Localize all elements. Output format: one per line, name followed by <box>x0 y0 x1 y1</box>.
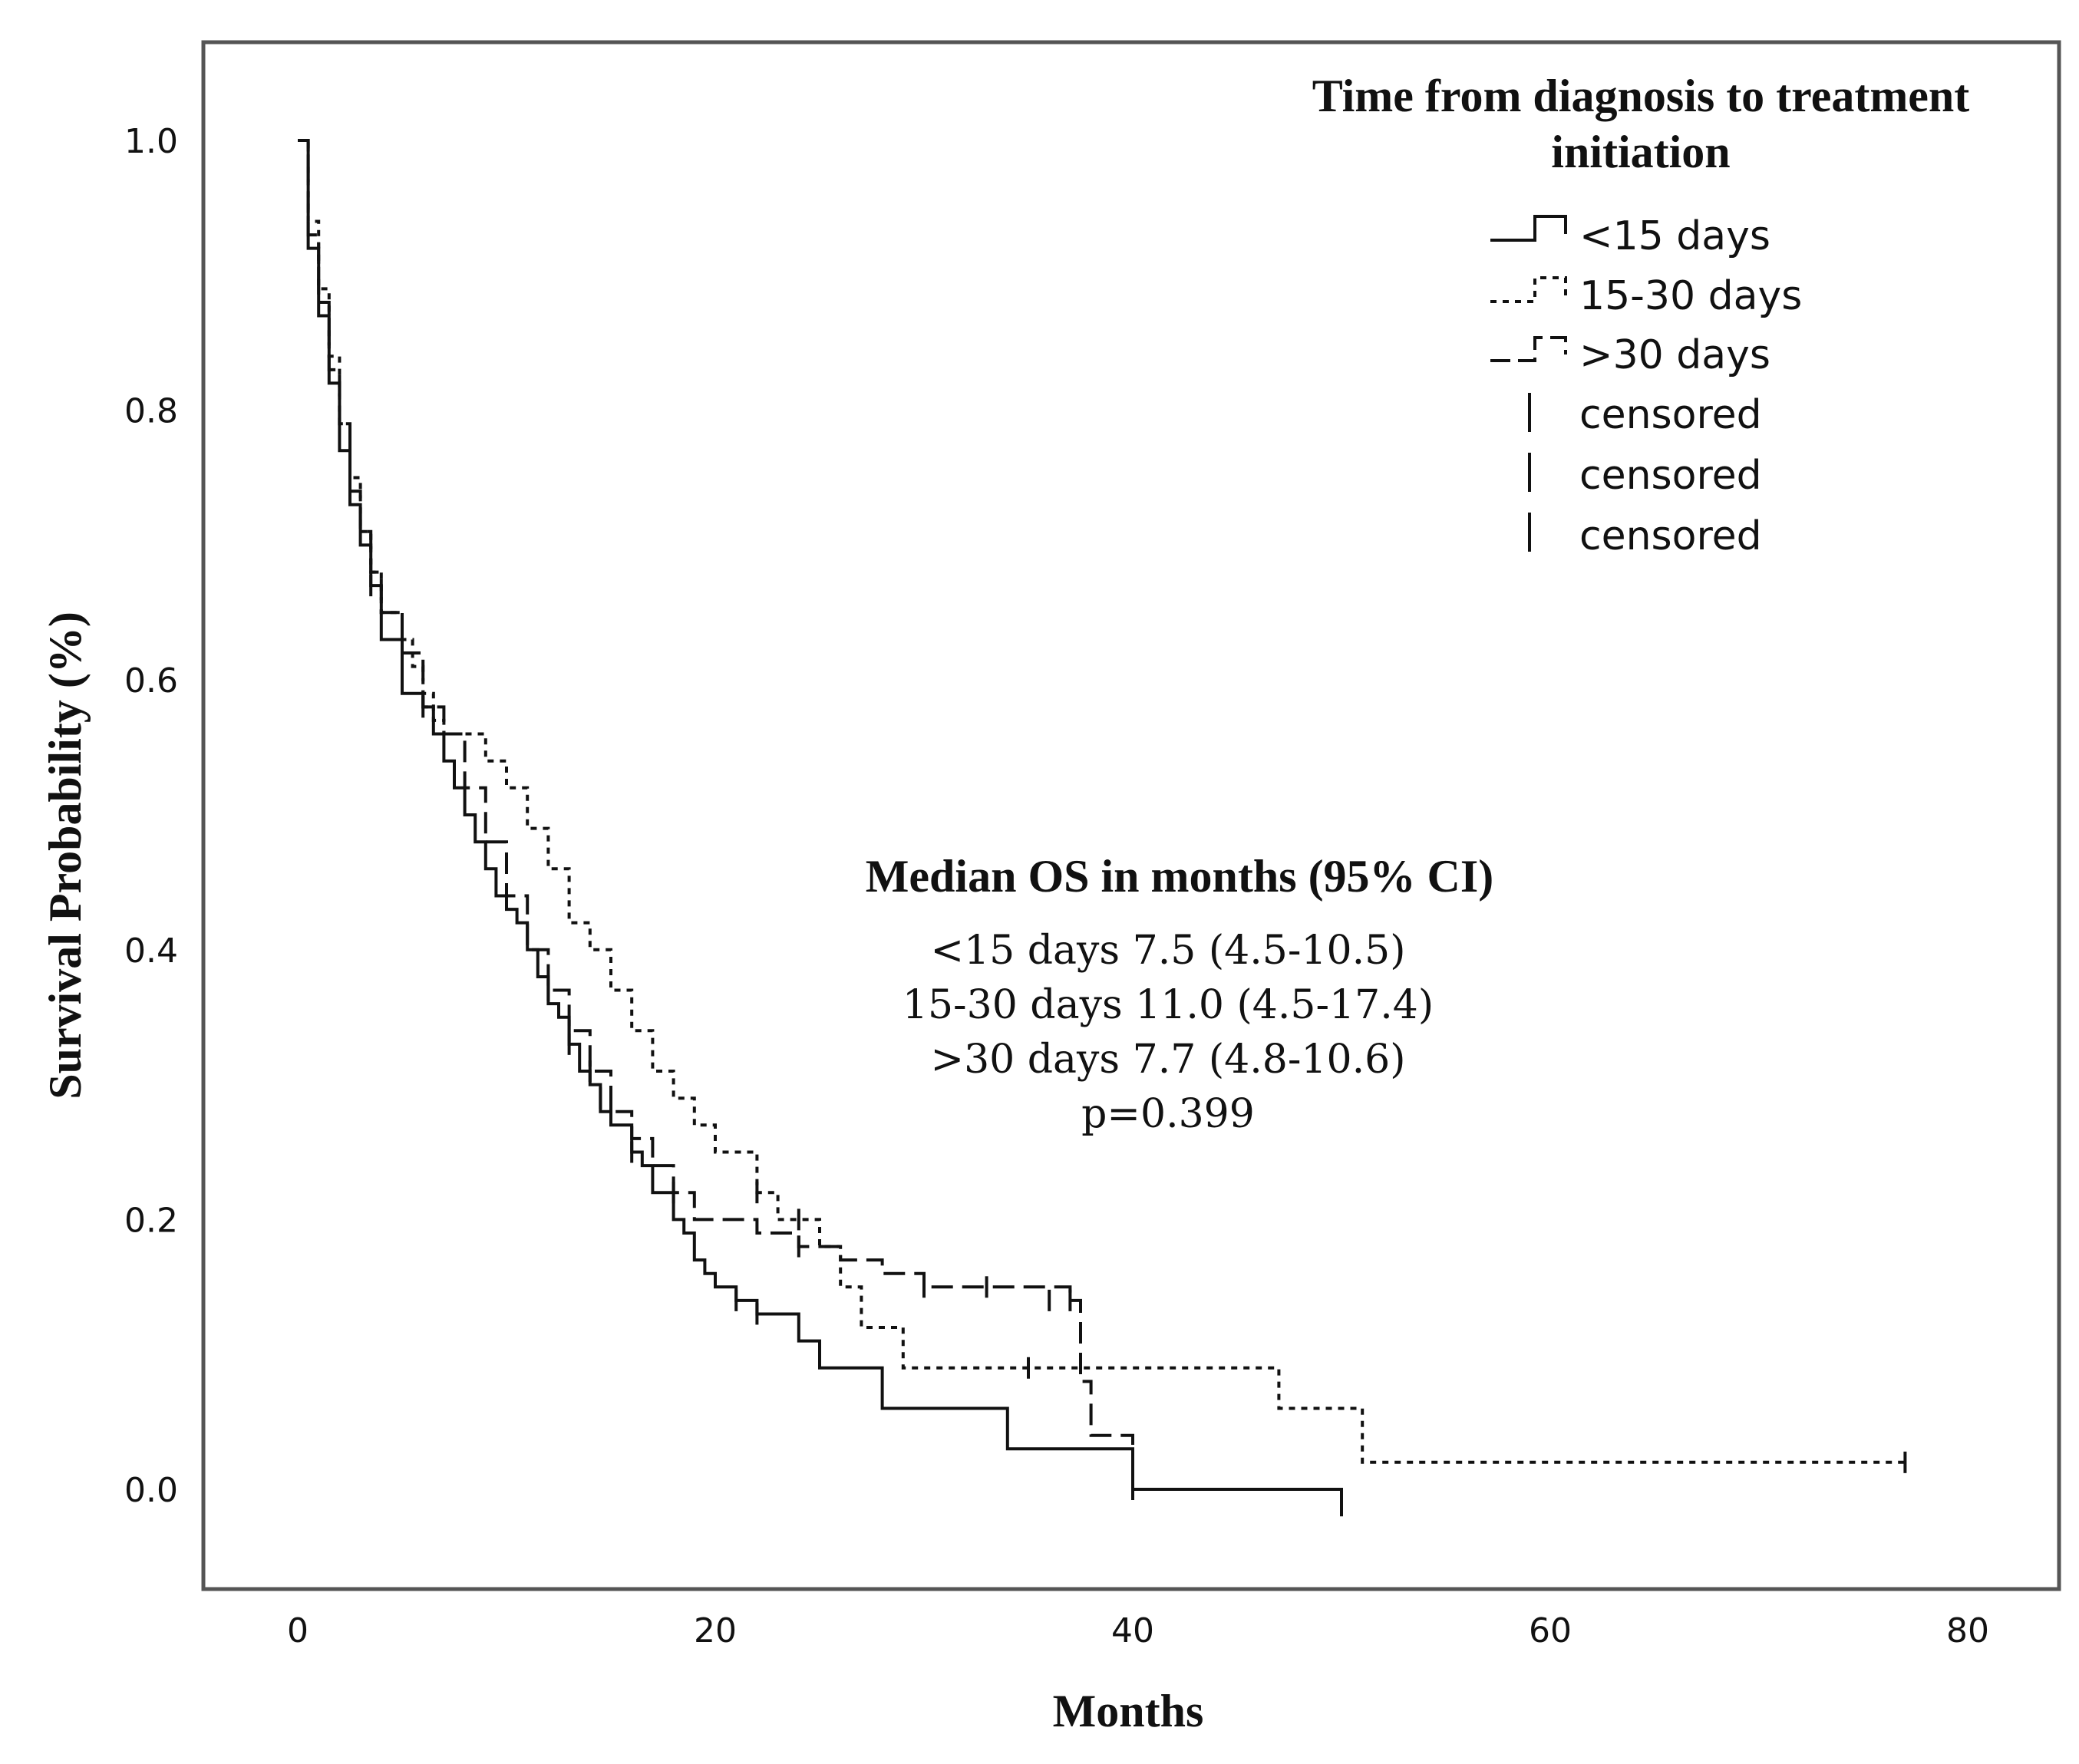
y-axis-title: Survival Probability (%) <box>40 612 91 1100</box>
legend-label-15-30: 15-30 days <box>1579 273 1802 319</box>
series-line-2 <box>298 139 1134 1449</box>
censor-marks <box>369 575 1907 1500</box>
y-tick-labels: 0.0 0.2 0.4 0.6 0.8 1.0 <box>124 122 178 1510</box>
legend-label-censored-1: censored <box>1579 392 1762 438</box>
y-tick-label: 0.2 <box>124 1201 178 1240</box>
x-tick-label: 0 <box>287 1611 309 1650</box>
y-tick-label: 0.4 <box>124 931 178 971</box>
legend-label-gt30: >30 days <box>1579 332 1770 378</box>
annotation-p-value: p=0.399 <box>1081 1091 1255 1137</box>
annotation-line-gt30: >30 days 7.7 (4.8-10.6) <box>931 1037 1406 1083</box>
legend-swatch-15-30 <box>1490 276 1567 303</box>
survival-curves <box>298 139 1906 1517</box>
legend-label-lt15: <15 days <box>1579 213 1770 259</box>
y-tick-label: 0.6 <box>124 661 178 701</box>
annotation-title: Median OS in months (95% CI) <box>866 851 1493 902</box>
plot-frame <box>201 40 2061 1591</box>
annotation-line-lt15: <15 days 7.5 (4.5-10.5) <box>931 928 1406 974</box>
y-tick-label: 0.8 <box>124 392 178 431</box>
median-os-annotation: Median OS in months (95% CI) <15 days 7.… <box>866 851 1493 1137</box>
legend-label-censored-3: censored <box>1579 513 1762 559</box>
x-tick-label: 40 <box>1111 1611 1154 1650</box>
x-tick-labels: 0 20 40 60 80 <box>287 1611 1989 1650</box>
x-tick-label: 20 <box>694 1611 737 1650</box>
legend-title-line-2: initiation <box>1551 127 1730 177</box>
legend-title-line-1: Time from diagnosis to treatment <box>1312 71 1970 121</box>
y-tick-label: 1.0 <box>124 122 178 161</box>
annotation-line-15-30: 15-30 days 11.0 (4.5-17.4) <box>903 982 1434 1028</box>
legend: Time from diagnosis to treatment initiat… <box>1312 71 1970 559</box>
x-tick-label: 80 <box>1946 1611 1989 1650</box>
legend-swatch-lt15 <box>1490 215 1567 242</box>
x-tick-label: 60 <box>1529 1611 1572 1650</box>
x-axis-title: Months <box>1053 1686 1204 1736</box>
y-tick-label: 0.0 <box>124 1471 178 1510</box>
legend-swatch-gt30 <box>1490 336 1567 362</box>
series-line-0 <box>298 139 1343 1517</box>
legend-label-censored-2: censored <box>1579 453 1762 499</box>
